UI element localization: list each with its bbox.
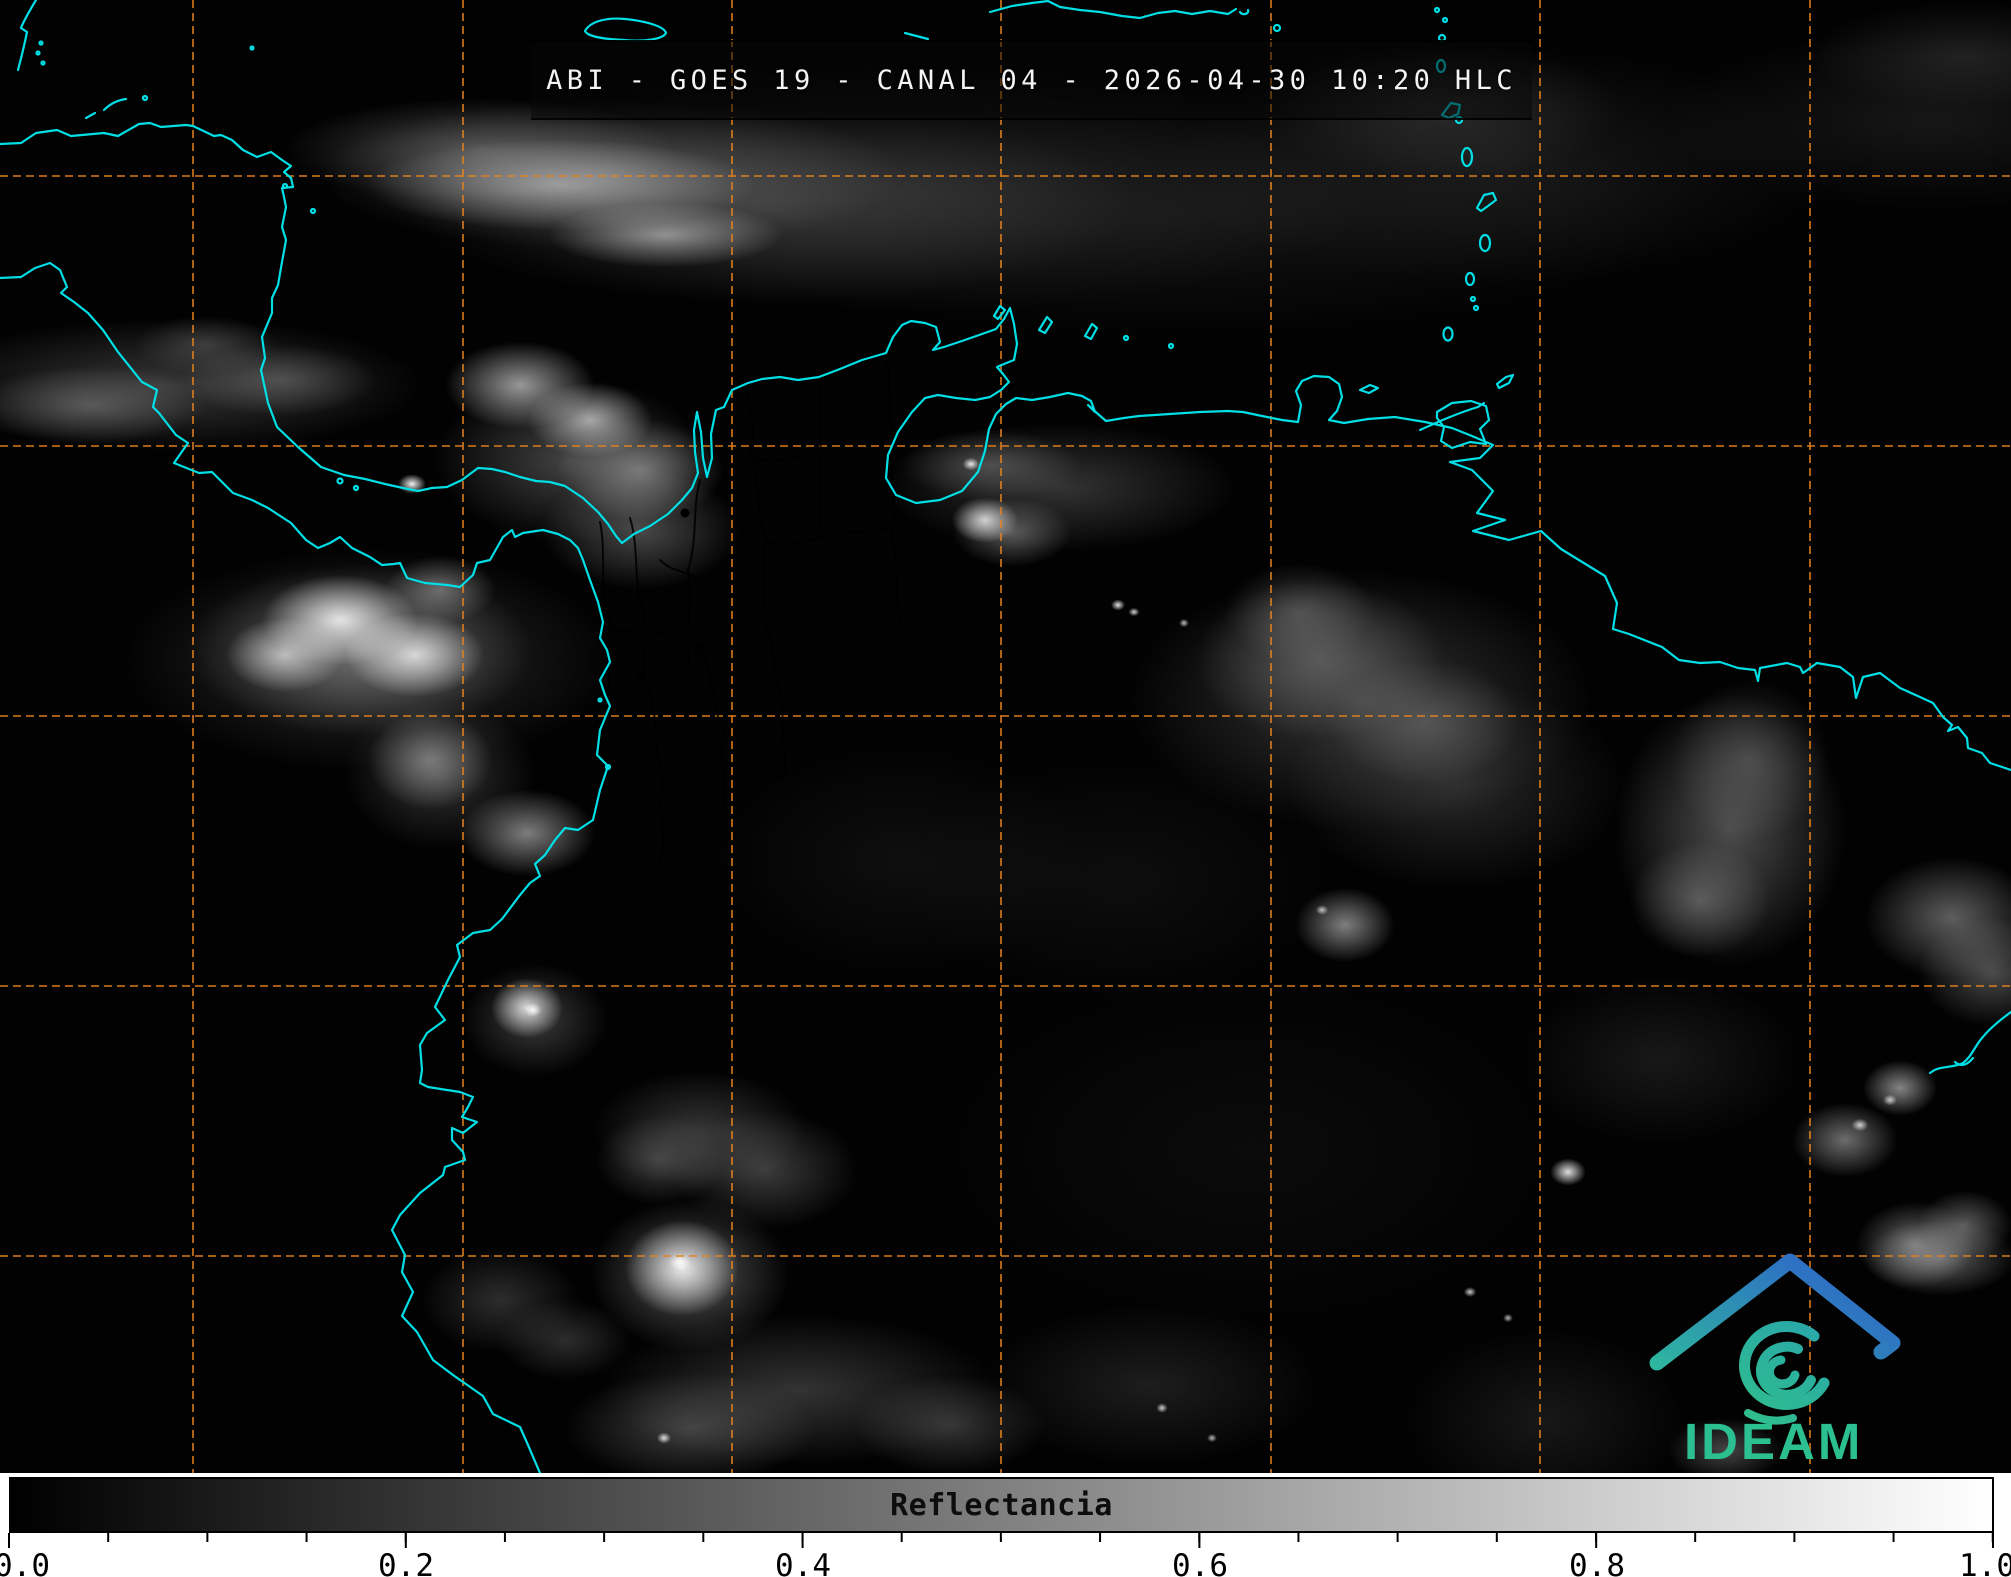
ideam-logo-text: IDEAM	[1684, 1413, 1864, 1470]
colorbar-tick-label: 0.4	[775, 1548, 831, 1577]
ideam-logo-mark	[1649, 1253, 1901, 1425]
city-markers-layer	[636, 508, 704, 683]
logo-cyclone-swirl-icon	[1738, 1321, 1830, 1425]
cloud-bright-specks-layer	[0, 0, 2011, 1473]
logo-mountain-icon	[1649, 1253, 1901, 1371]
admin-borders-layer	[599, 354, 903, 863]
product-title: ABI - GOES 19 - CANAL 04 - 2026-04-30 10…	[546, 64, 1517, 96]
colorbar-ticks	[8, 1533, 1995, 1548]
colorbar-tick-label: 0.2	[378, 1548, 434, 1577]
colorbar-tick-label: 0.8	[1569, 1548, 1625, 1577]
colorbar-area: Reflectancia 0.0 0.2 0.4 0.6 0.8 1.0	[0, 1473, 2011, 1577]
map-overlay	[0, 0, 2011, 1473]
reflectance-colorbar: Reflectancia	[9, 1477, 1994, 1533]
colorbar-tick-label: 0.0	[0, 1548, 50, 1577]
colorbar-tick-label: 0.6	[1172, 1548, 1228, 1577]
colorbar-label: Reflectancia	[890, 1487, 1113, 1523]
colorbar-tick-label: 1.0	[1959, 1548, 2011, 1577]
graticule-layer	[0, 0, 2011, 1473]
satellite-map: ABI - GOES 19 - CANAL 04 - 2026-04-30 10…	[0, 0, 2011, 1473]
title-banner: ABI - GOES 19 - CANAL 04 - 2026-04-30 10…	[531, 40, 1532, 120]
coastlines-layer	[0, 0, 2011, 1473]
ideam-logo: IDEAM	[1630, 1240, 1940, 1473]
